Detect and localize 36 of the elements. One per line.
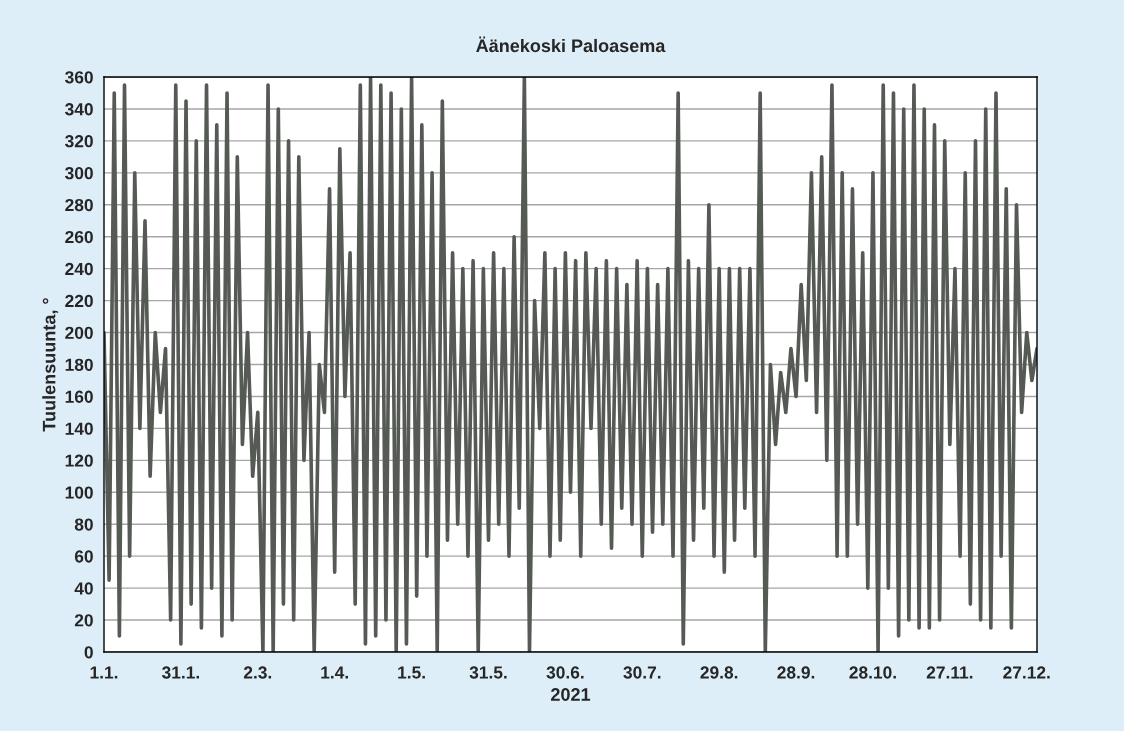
y-axis-title: Tuulensuunta, ° [42, 298, 59, 432]
x-axis-title: 2021 [551, 688, 591, 701]
y-tick-label: 80 [74, 518, 93, 531]
y-tick-label: 180 [65, 358, 93, 371]
y-tick-label: 60 [74, 550, 93, 563]
y-tick-label: 220 [65, 294, 93, 308]
y-tick-label: 200 [65, 326, 93, 340]
x-tick-label: 2.3. [243, 666, 272, 679]
line-series [104, 77, 1037, 652]
x-tick-label: 1.1. [90, 666, 118, 679]
x-tick-label: 30.7. [623, 666, 661, 679]
x-tick-label: 31.5. [469, 666, 507, 679]
x-tick-label: 29.8. [700, 666, 738, 679]
y-tick-label: 20 [74, 614, 93, 627]
y-tick-label: 280 [65, 198, 93, 212]
y-tick-label: 100 [65, 486, 93, 499]
y-tick-label: 160 [65, 390, 93, 403]
x-tick-label: 31.1. [161, 666, 200, 679]
x-tick-label: 28.10. [849, 666, 896, 679]
y-tick-label: 300 [65, 167, 93, 180]
x-tick-label: 27.12. [1003, 666, 1050, 679]
x-tick-label: 27.11. [926, 666, 973, 679]
chart-title: Äänekoski Paloasema [476, 36, 666, 53]
x-tick-label: 1.4. [321, 666, 348, 679]
y-tick-label: 40 [74, 582, 93, 595]
x-tick-label: 30.6. [546, 666, 584, 679]
y-tick-label: 340 [65, 103, 93, 116]
y-tick-label: 260 [65, 230, 93, 244]
y-tick-label: 240 [65, 262, 93, 276]
y-tick-label: 320 [65, 135, 93, 148]
y-tick-label: 360 [65, 71, 93, 84]
y-tick-label: 120 [65, 454, 93, 467]
y-tick-label: 0 [84, 646, 93, 659]
x-tick-label: 1.5. [398, 666, 425, 679]
y-tick-label: 140 [65, 422, 93, 435]
x-tick-label: 28.9. [777, 666, 815, 679]
